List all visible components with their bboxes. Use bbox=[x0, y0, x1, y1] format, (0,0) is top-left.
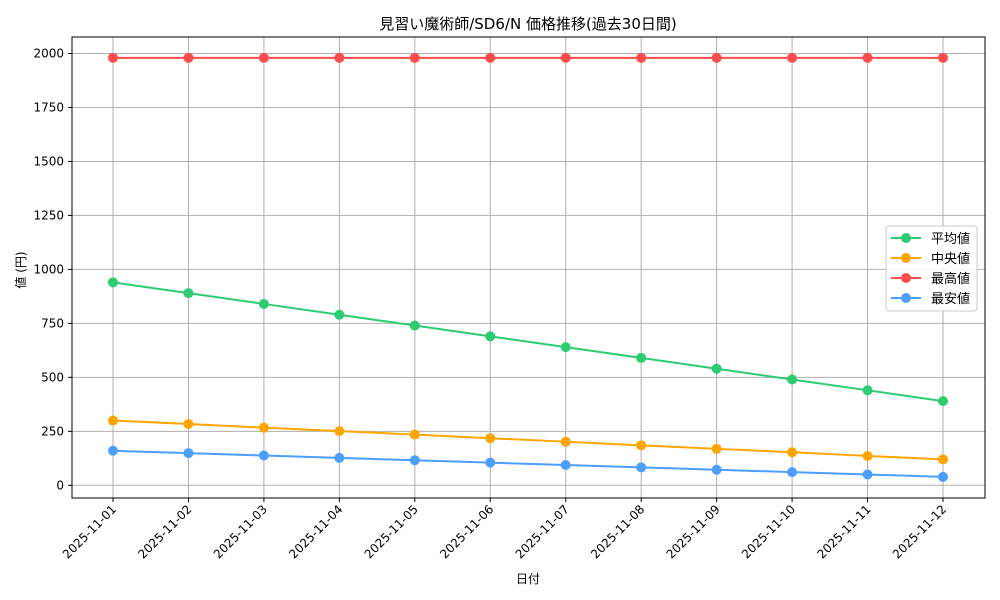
data-point bbox=[862, 450, 873, 461]
data-point bbox=[485, 331, 496, 342]
y-tick-label: 1000 bbox=[33, 262, 64, 276]
data-point bbox=[787, 447, 798, 458]
data-point bbox=[485, 433, 496, 444]
data-point bbox=[636, 440, 647, 451]
data-point bbox=[560, 436, 571, 447]
data-point bbox=[108, 445, 118, 456]
x-tick-label: 2025-11-09 bbox=[664, 502, 723, 561]
data-point bbox=[560, 52, 571, 63]
data-point bbox=[258, 422, 269, 433]
data-point bbox=[258, 52, 269, 63]
series-3 bbox=[108, 445, 948, 482]
legend-item: 平均値 bbox=[891, 231, 970, 247]
grid-lines bbox=[72, 37, 985, 498]
x-tick-label: 2025-11-07 bbox=[513, 502, 572, 561]
series-line bbox=[112, 449, 944, 478]
x-tick-label: 2025-11-03 bbox=[211, 502, 270, 561]
y-tick-label: 250 bbox=[41, 424, 64, 438]
x-tick-label: 2025-11-08 bbox=[588, 502, 647, 561]
data-point bbox=[108, 52, 118, 63]
data-point bbox=[787, 52, 798, 63]
data-point bbox=[258, 298, 269, 309]
legend-item: 最安値 bbox=[891, 291, 970, 307]
legend-marker-icon bbox=[901, 253, 911, 263]
legend-box bbox=[885, 225, 978, 312]
data-point bbox=[183, 418, 194, 429]
series-1 bbox=[108, 415, 948, 465]
y-axis-label: 値 (円) bbox=[13, 251, 28, 288]
data-point bbox=[485, 457, 496, 468]
data-point bbox=[787, 374, 798, 385]
data-point bbox=[560, 342, 571, 353]
x-tick-label: 2025-11-12 bbox=[890, 502, 949, 561]
data-point bbox=[636, 352, 647, 363]
data-point bbox=[636, 52, 647, 63]
x-tick-label: 2025-11-10 bbox=[739, 502, 798, 561]
y-tick-label: 1750 bbox=[33, 100, 64, 114]
data-point bbox=[711, 52, 722, 63]
data-point bbox=[409, 429, 420, 440]
legend-marker-icon bbox=[901, 273, 911, 283]
legend-label: 平均値 bbox=[931, 231, 970, 247]
data-point bbox=[334, 52, 345, 63]
y-tick-label: 500 bbox=[41, 370, 64, 384]
legend-marker-icon bbox=[901, 293, 911, 303]
y-axis-ticks: 0 250 500 750 1000 1250 1500 1750 2000 bbox=[33, 47, 72, 492]
x-tick-label: 2025-11-11 bbox=[814, 502, 873, 561]
x-axis-ticks: 2025-11-01 2025-11-02 2025-11-03 2025-11-04… bbox=[60, 498, 949, 561]
plot-frame bbox=[71, 36, 986, 499]
series-line bbox=[112, 281, 944, 403]
data-point bbox=[938, 471, 948, 482]
data-point bbox=[258, 450, 269, 461]
data-point bbox=[938, 52, 948, 63]
data-point bbox=[183, 448, 194, 459]
data-point bbox=[560, 460, 571, 471]
x-tick-label: 2025-11-01 bbox=[60, 502, 119, 561]
legend-item: 最高値 bbox=[891, 271, 970, 287]
data-point bbox=[183, 288, 194, 299]
series-line bbox=[112, 419, 944, 461]
data-point bbox=[862, 52, 873, 63]
data-point bbox=[108, 415, 118, 426]
x-axis-label: 日付 bbox=[516, 572, 540, 586]
y-tick-label: 2000 bbox=[33, 47, 64, 61]
legend-label: 最安値 bbox=[931, 291, 970, 307]
data-point bbox=[334, 309, 345, 320]
legend-item: 中央値 bbox=[891, 251, 970, 267]
x-tick-label: 2025-11-02 bbox=[135, 502, 194, 561]
data-point bbox=[334, 426, 345, 437]
data-point bbox=[787, 467, 798, 478]
data-point bbox=[938, 396, 948, 407]
series-2 bbox=[108, 52, 948, 63]
y-tick-label: 0 bbox=[56, 478, 64, 492]
y-tick-label: 750 bbox=[41, 316, 64, 330]
data-point bbox=[183, 52, 194, 63]
data-point bbox=[711, 464, 722, 475]
series-0 bbox=[108, 277, 948, 407]
legend-label: 中央値 bbox=[931, 251, 970, 267]
legend-label: 最高値 bbox=[931, 271, 970, 287]
data-point bbox=[485, 52, 496, 63]
data-point bbox=[409, 320, 420, 331]
x-tick-label: 2025-11-06 bbox=[437, 502, 496, 561]
data-point bbox=[636, 462, 647, 473]
data-point bbox=[938, 454, 948, 465]
data-point bbox=[108, 277, 118, 288]
x-tick-label: 2025-11-05 bbox=[362, 502, 421, 561]
chart-title: 見習い魔術師/SD6/N 価格推移(過去30日間) bbox=[379, 15, 677, 33]
legend-marker-icon bbox=[901, 233, 911, 243]
data-point bbox=[334, 452, 345, 463]
y-tick-label: 1500 bbox=[33, 154, 64, 168]
data-point bbox=[711, 363, 722, 374]
data-point bbox=[409, 455, 420, 466]
x-tick-label: 2025-11-04 bbox=[286, 502, 345, 561]
data-point bbox=[862, 385, 873, 396]
y-tick-label: 1250 bbox=[33, 208, 64, 222]
data-series bbox=[108, 52, 948, 482]
data-point bbox=[409, 52, 420, 63]
data-point bbox=[711, 443, 722, 454]
data-point bbox=[862, 469, 873, 480]
